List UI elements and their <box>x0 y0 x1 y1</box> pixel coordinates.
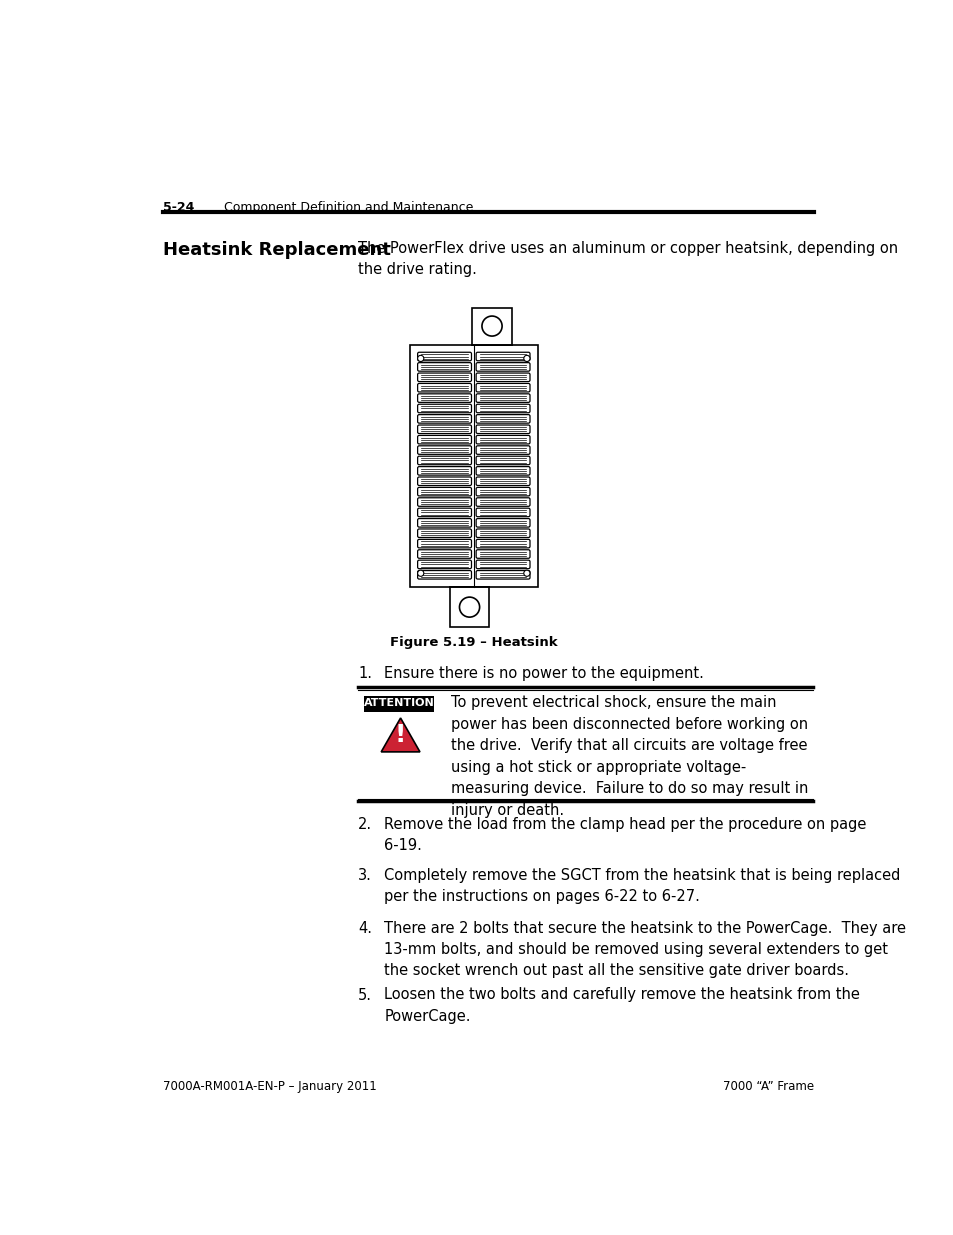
Circle shape <box>523 356 530 362</box>
FancyBboxPatch shape <box>417 508 471 516</box>
FancyBboxPatch shape <box>417 446 471 454</box>
Text: Figure 5.19 – Heatsink: Figure 5.19 – Heatsink <box>389 636 557 648</box>
Text: To prevent electrical shock, ensure the main
power has been disconnected before : To prevent electrical shock, ensure the … <box>451 695 807 818</box>
FancyBboxPatch shape <box>417 383 471 391</box>
FancyBboxPatch shape <box>417 363 471 372</box>
FancyBboxPatch shape <box>417 352 471 361</box>
FancyBboxPatch shape <box>417 571 471 579</box>
FancyBboxPatch shape <box>417 436 471 443</box>
FancyBboxPatch shape <box>417 561 471 568</box>
Text: 2.: 2. <box>357 816 372 831</box>
Text: Heatsink Replacement: Heatsink Replacement <box>163 241 391 258</box>
Text: Component Definition and Maintenance: Component Definition and Maintenance <box>224 200 473 214</box>
FancyBboxPatch shape <box>417 498 471 506</box>
Text: ATTENTION: ATTENTION <box>363 698 434 708</box>
FancyBboxPatch shape <box>417 477 471 485</box>
Text: 5.: 5. <box>357 988 372 1003</box>
FancyBboxPatch shape <box>476 561 530 568</box>
Circle shape <box>523 571 530 577</box>
FancyBboxPatch shape <box>417 529 471 537</box>
Text: 7000A-RM001A-EN-P – January 2011: 7000A-RM001A-EN-P – January 2011 <box>163 1079 376 1093</box>
FancyBboxPatch shape <box>417 415 471 424</box>
FancyBboxPatch shape <box>476 519 530 527</box>
Bar <box>472 308 512 345</box>
Text: 3.: 3. <box>357 868 372 883</box>
Text: Loosen the two bolts and carefully remove the heatsink from the
PowerCage.: Loosen the two bolts and carefully remov… <box>384 988 860 1024</box>
FancyBboxPatch shape <box>417 456 471 464</box>
Circle shape <box>459 597 479 618</box>
FancyBboxPatch shape <box>476 488 530 496</box>
FancyBboxPatch shape <box>476 383 530 391</box>
FancyBboxPatch shape <box>476 352 530 361</box>
FancyBboxPatch shape <box>476 498 530 506</box>
FancyBboxPatch shape <box>417 467 471 475</box>
FancyBboxPatch shape <box>476 446 530 454</box>
FancyBboxPatch shape <box>476 477 530 485</box>
Bar <box>450 587 488 627</box>
Text: !: ! <box>395 722 406 747</box>
FancyBboxPatch shape <box>476 456 530 464</box>
Text: Remove the load from the clamp head per the procedure on page
6-19.: Remove the load from the clamp head per … <box>384 816 865 852</box>
Bar <box>410 345 537 587</box>
FancyBboxPatch shape <box>476 415 530 424</box>
Circle shape <box>481 316 501 336</box>
Text: 1.: 1. <box>357 666 372 680</box>
Text: There are 2 bolts that secure the heatsink to the PowerCage.  They are
13-mm bol: There are 2 bolts that secure the heatsi… <box>384 920 905 978</box>
FancyBboxPatch shape <box>476 404 530 412</box>
Bar <box>364 697 434 711</box>
Text: The PowerFlex drive uses an aluminum or copper heatsink, depending on
the drive : The PowerFlex drive uses an aluminum or … <box>357 241 897 277</box>
FancyBboxPatch shape <box>476 373 530 382</box>
Polygon shape <box>381 718 419 752</box>
FancyBboxPatch shape <box>417 373 471 382</box>
FancyBboxPatch shape <box>476 571 530 579</box>
Text: 4.: 4. <box>357 920 372 935</box>
Text: 5-24: 5-24 <box>163 200 194 214</box>
FancyBboxPatch shape <box>476 436 530 443</box>
FancyBboxPatch shape <box>476 363 530 372</box>
FancyBboxPatch shape <box>476 540 530 548</box>
FancyBboxPatch shape <box>417 550 471 558</box>
FancyBboxPatch shape <box>476 425 530 433</box>
Text: Ensure there is no power to the equipment.: Ensure there is no power to the equipmen… <box>384 666 703 680</box>
FancyBboxPatch shape <box>417 540 471 548</box>
Text: Completely remove the SGCT from the heatsink that is being replaced
per the inst: Completely remove the SGCT from the heat… <box>384 868 900 904</box>
FancyBboxPatch shape <box>476 394 530 403</box>
Circle shape <box>417 356 423 362</box>
FancyBboxPatch shape <box>417 425 471 433</box>
FancyBboxPatch shape <box>476 550 530 558</box>
Circle shape <box>417 571 423 577</box>
FancyBboxPatch shape <box>417 394 471 403</box>
FancyBboxPatch shape <box>476 467 530 475</box>
FancyBboxPatch shape <box>476 508 530 516</box>
Text: 7000 “A” Frame: 7000 “A” Frame <box>722 1079 814 1093</box>
FancyBboxPatch shape <box>417 488 471 496</box>
FancyBboxPatch shape <box>476 529 530 537</box>
FancyBboxPatch shape <box>417 404 471 412</box>
FancyBboxPatch shape <box>417 519 471 527</box>
